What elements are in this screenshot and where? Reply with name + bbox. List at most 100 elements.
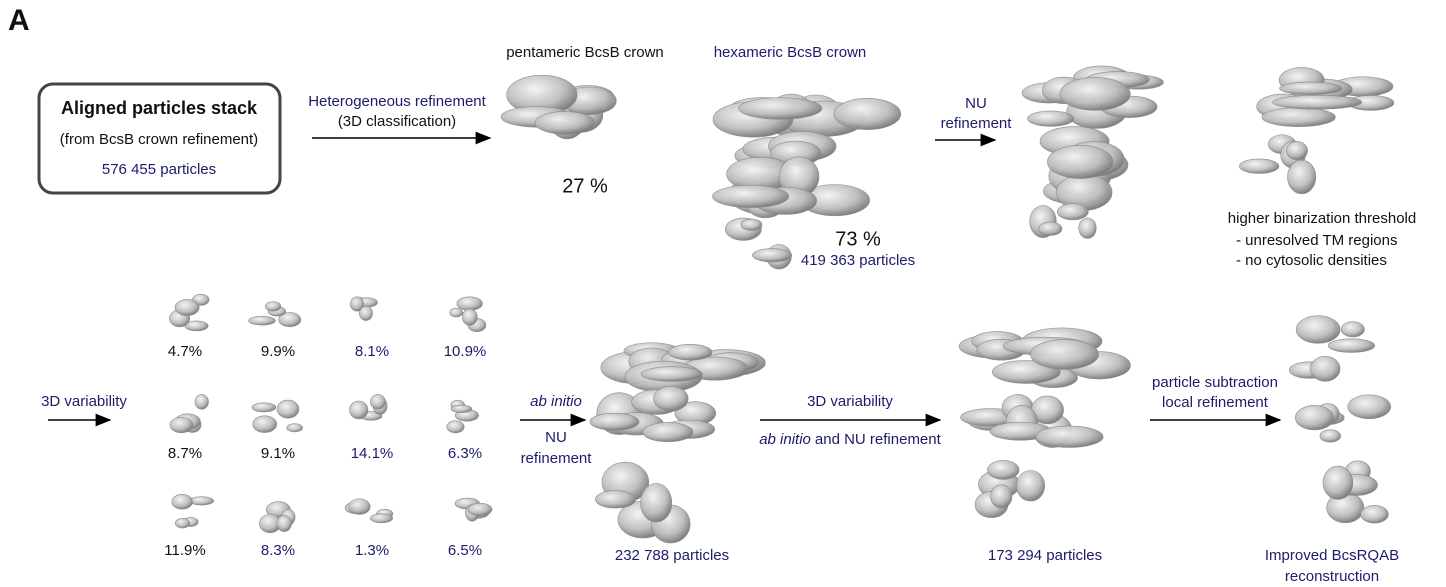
density-map <box>595 461 691 544</box>
density-lobe <box>1322 465 1354 500</box>
density-lobe <box>1327 338 1376 353</box>
density-map <box>344 498 394 524</box>
density-lobe <box>738 97 823 120</box>
input-box <box>37 82 282 195</box>
map-particles: 232 788 particles <box>615 547 729 564</box>
density-map <box>1021 65 1164 129</box>
density-lobe <box>1272 94 1363 110</box>
density-map <box>500 74 617 140</box>
density-lobe <box>595 490 637 509</box>
step-label: local refinement <box>1162 394 1269 411</box>
density-lobe <box>174 518 191 529</box>
density-lobe <box>189 496 215 506</box>
cluster-percent: 8.1% <box>355 343 389 360</box>
density-map <box>974 460 1046 519</box>
step-label: 3D variability <box>41 393 127 410</box>
density-lobe <box>276 515 292 532</box>
density-lobe <box>1261 107 1336 127</box>
density-lobe <box>449 307 463 318</box>
step-label: ab initio and NU refinement <box>759 431 941 448</box>
step-label: 3D variability <box>807 393 893 410</box>
box-particles: 576 455 particles <box>102 161 216 178</box>
density-lobe <box>1038 221 1063 236</box>
density-lobe <box>462 308 478 326</box>
density-map <box>171 494 215 529</box>
cluster-percent: 1.3% <box>355 542 389 559</box>
density-lobe <box>1287 159 1317 195</box>
density-map <box>958 327 1131 388</box>
box-subtitle: (from BcsB crown refinement) <box>60 131 258 148</box>
density-lobe <box>252 415 278 433</box>
cluster-percent: 8.7% <box>168 445 202 462</box>
density-lobe <box>833 97 902 130</box>
density-lobe <box>248 315 276 326</box>
density-lobe <box>1056 203 1089 221</box>
class-particles: 419 363 particles <box>801 252 915 269</box>
density-lobe <box>1027 110 1075 127</box>
density-lobe <box>467 502 493 516</box>
density-lobe <box>1078 217 1097 239</box>
density-map <box>1288 315 1376 382</box>
density-map <box>248 301 302 328</box>
cluster-percent: 6.5% <box>448 542 482 559</box>
cluster-percent: 14.1% <box>351 445 394 462</box>
density-lobe <box>1286 141 1308 161</box>
density-lobe <box>1035 425 1104 448</box>
density-map <box>1239 134 1317 195</box>
density-map <box>259 501 296 534</box>
note: - unresolved TM regions <box>1236 232 1397 249</box>
density-map <box>169 293 210 332</box>
cluster-percent: 4.7% <box>168 343 202 360</box>
class-percent: 73 % <box>835 228 881 250</box>
density-lobe <box>1347 394 1391 420</box>
density-lobe <box>450 404 473 414</box>
density-lobe <box>456 296 483 311</box>
step-label: ab initio <box>530 393 582 410</box>
step-label: (3D classification) <box>338 113 456 130</box>
density-lobe <box>264 301 282 312</box>
box-title: Aligned particles stack <box>61 98 258 118</box>
panel-label: A <box>8 4 30 37</box>
density-map <box>349 296 378 321</box>
density-lobe <box>1279 81 1343 95</box>
cluster-percent: 11.9% <box>164 542 205 559</box>
density-lobe <box>640 483 673 523</box>
density-lobe <box>171 494 193 510</box>
final-label: Improved BcsRQAB <box>1265 547 1399 564</box>
density-lobe <box>589 412 640 431</box>
density-lobe <box>653 385 689 412</box>
step-label: NU <box>965 95 987 112</box>
class-percent: 27 % <box>562 175 608 197</box>
density-lobe <box>534 111 595 135</box>
density-lobe <box>1360 505 1389 524</box>
cluster-percent: 8.3% <box>261 542 295 559</box>
density-lobe <box>194 394 209 410</box>
density-lobe <box>174 299 200 316</box>
step-label: Heterogeneous refinement <box>308 93 486 110</box>
density-map <box>589 385 717 443</box>
step-label: NU <box>545 429 567 446</box>
density-map <box>251 399 303 433</box>
step-label: refinement <box>521 450 593 467</box>
cluster-percent: 9.9% <box>261 343 295 360</box>
density-map <box>712 140 870 219</box>
density-map <box>724 217 793 270</box>
density-lobe <box>640 366 703 382</box>
density-lobe <box>667 344 713 361</box>
class-label: pentameric BcsB crown <box>506 44 664 61</box>
density-lobe <box>712 184 790 208</box>
note: higher binarization threshold <box>1228 210 1416 227</box>
density-lobe <box>1340 321 1365 338</box>
map-particles: 173 294 particles <box>988 547 1102 564</box>
density-lobe <box>1294 405 1334 431</box>
density-lobe <box>446 420 465 434</box>
density-lobe <box>1319 429 1341 443</box>
density-lobe <box>740 218 763 231</box>
density-lobe <box>348 498 371 515</box>
density-lobe <box>642 422 694 443</box>
density-map <box>169 394 209 434</box>
density-lobe <box>990 484 1013 509</box>
step-label: refinement <box>941 115 1013 132</box>
cluster-percent: 9.1% <box>261 445 295 462</box>
